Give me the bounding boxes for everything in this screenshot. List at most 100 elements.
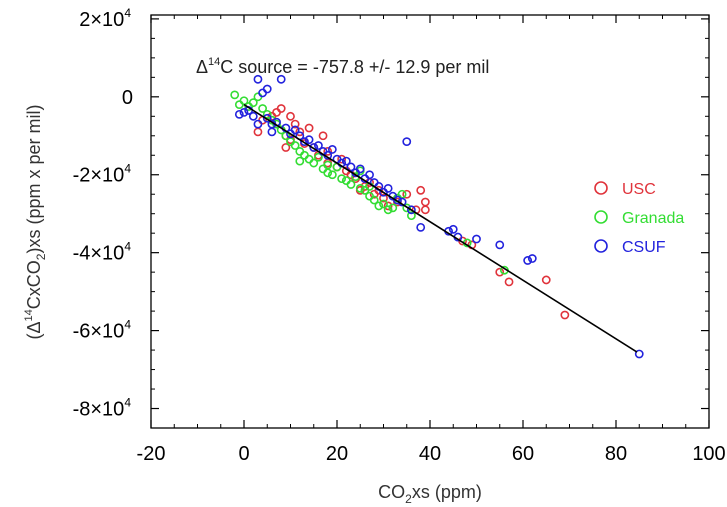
data-point-usc <box>323 146 333 156</box>
data-point-usc <box>272 108 281 117</box>
data-point-csuf <box>304 135 314 145</box>
data-point-csuf <box>262 113 272 123</box>
data-point-usc <box>253 127 263 137</box>
data-point-granada <box>383 205 393 215</box>
data-point-granada <box>318 164 328 174</box>
data-point-csuf <box>406 205 416 215</box>
data-point-usc <box>281 143 291 152</box>
data-point-csuf <box>495 240 505 250</box>
source-annotation: Δ14C source = -757.8 +/- 12.9 per mil <box>196 56 489 77</box>
data-point-granada <box>309 158 319 168</box>
x-tick-label: 60 <box>512 443 534 465</box>
data-point-usc <box>379 193 388 203</box>
data-point-usc <box>495 267 505 277</box>
y-axis-label: (Δ14CxCO2)xs (ppm x per mil) <box>23 105 48 340</box>
data-point-granada <box>258 104 267 113</box>
fit-line <box>243 103 638 353</box>
data-point-usc <box>420 205 430 215</box>
data-point-granada <box>253 92 263 102</box>
legend-label-granada: Granada <box>622 210 684 227</box>
data-point-csuf <box>448 224 458 234</box>
data-point-usc <box>402 189 412 199</box>
x-tick-label: 20 <box>326 443 348 465</box>
legend-marker-granada <box>594 210 608 224</box>
data-point-csuf <box>383 183 393 193</box>
data-point-csuf <box>267 127 277 137</box>
x-tick-label: 0 <box>238 443 249 465</box>
data-point-usc <box>290 119 300 129</box>
data-point-usc <box>276 104 286 113</box>
y-tick-label: -2×104 <box>73 162 132 187</box>
data-point-granada <box>355 183 365 193</box>
data-point-csuf <box>253 119 263 129</box>
data-point-usc <box>337 154 347 164</box>
data-point-usc <box>304 123 314 133</box>
data-point-usc <box>374 185 384 195</box>
x-ticks: -20 0 20 40 60 80 100 <box>137 15 726 465</box>
y-tick-label: 0 <box>122 87 133 109</box>
data-point-usc <box>286 111 295 121</box>
data-point-csuf <box>527 254 537 263</box>
legend: USC Granada CSUF <box>594 181 684 256</box>
data-point-csuf <box>523 256 533 265</box>
data-point-granada <box>369 195 379 205</box>
data-point-usc <box>541 275 551 285</box>
data-point-granada <box>327 170 337 180</box>
x-tick-label: 80 <box>605 443 627 465</box>
data-point-usc <box>295 127 305 137</box>
data-point-granada <box>406 211 416 221</box>
data-point-csuf <box>309 143 319 152</box>
data-point-granada <box>239 96 249 106</box>
data-point-csuf <box>346 162 356 172</box>
data-point-csuf <box>290 125 300 135</box>
data-points <box>230 74 644 359</box>
data-point-csuf <box>393 195 402 205</box>
legend-label-csuf: CSUF <box>622 239 666 256</box>
data-point-granada <box>337 174 347 184</box>
data-point-granada <box>295 146 305 156</box>
data-point-granada <box>346 180 356 189</box>
y-tick-label: -6×104 <box>73 318 132 343</box>
data-point-granada <box>374 201 384 211</box>
data-point-usc <box>416 185 426 195</box>
data-point-csuf <box>341 156 351 166</box>
x-axis-label: CO2xs (ppm) <box>378 482 482 506</box>
data-point-csuf <box>300 137 309 147</box>
data-point-granada <box>402 203 412 213</box>
data-point-csuf <box>355 164 365 174</box>
x-tick-label: 40 <box>419 443 441 465</box>
data-point-granada <box>323 160 333 170</box>
data-point-csuf <box>239 108 249 117</box>
data-point-csuf <box>365 170 374 180</box>
data-point-granada <box>379 199 388 209</box>
data-point-granada <box>290 141 300 150</box>
data-point-csuf <box>634 349 644 359</box>
data-point-csuf <box>402 137 412 147</box>
data-point-granada <box>388 203 398 213</box>
y-tick-label: -8×104 <box>73 396 132 421</box>
data-point-csuf <box>327 145 337 154</box>
y-ticks: 2×104 0 -2×104 -4×104 -6×104 -8×104 <box>73 6 709 421</box>
data-point-csuf <box>313 141 323 150</box>
data-point-csuf <box>416 222 426 232</box>
data-point-csuf <box>253 74 263 84</box>
data-point-granada <box>313 152 323 162</box>
data-point-granada <box>262 109 272 119</box>
x-tick-label: -20 <box>137 443 166 465</box>
data-point-granada <box>295 156 305 166</box>
x-tick-label: 100 <box>692 443 725 465</box>
data-point-csuf <box>248 111 258 121</box>
data-point-csuf <box>472 234 481 244</box>
legend-marker-csuf <box>594 239 608 253</box>
data-point-usc <box>420 197 430 207</box>
data-point-granada <box>304 154 314 164</box>
data-point-csuf <box>276 74 286 84</box>
data-point-granada <box>230 90 240 100</box>
y-tick-label: 2×104 <box>79 6 131 31</box>
data-point-csuf <box>234 109 244 119</box>
data-point-usc <box>504 277 514 287</box>
data-point-usc <box>560 310 570 320</box>
data-point-csuf <box>258 88 267 98</box>
legend-marker-usc <box>594 181 608 195</box>
